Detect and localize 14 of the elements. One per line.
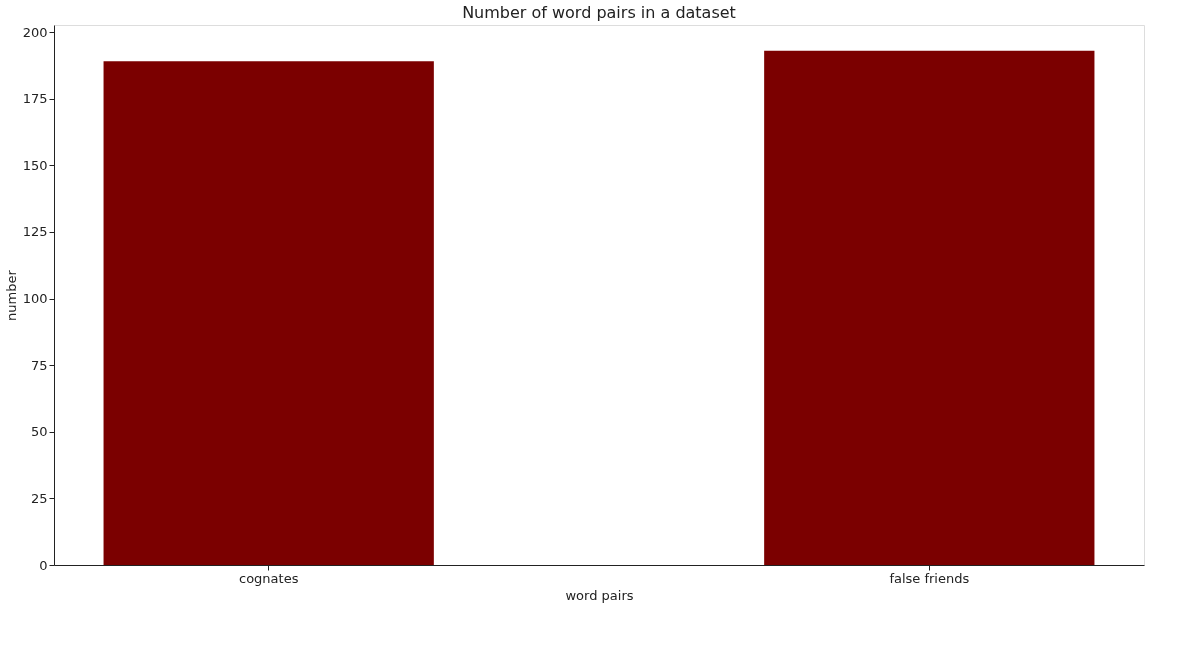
y-tick-label: 0 [39,557,48,573]
y-tick-label: 175 [22,91,48,107]
chart-title: Number of word pairs in a dataset [462,3,736,22]
y-tick-label: 200 [22,24,48,40]
y-tick-label: 100 [22,291,48,307]
y-tick-label: 25 [30,490,48,506]
y-tick-label: 125 [22,224,48,240]
x-tick-label: cognates [238,570,299,586]
y-axis-title: number [3,269,19,321]
y-tick-label: 75 [30,357,48,373]
y-tick-label: 50 [30,424,48,440]
y-tick-label: 150 [22,157,48,173]
x-tick-label: false friends [889,570,970,586]
x-axis-title: word pairs [565,587,634,603]
